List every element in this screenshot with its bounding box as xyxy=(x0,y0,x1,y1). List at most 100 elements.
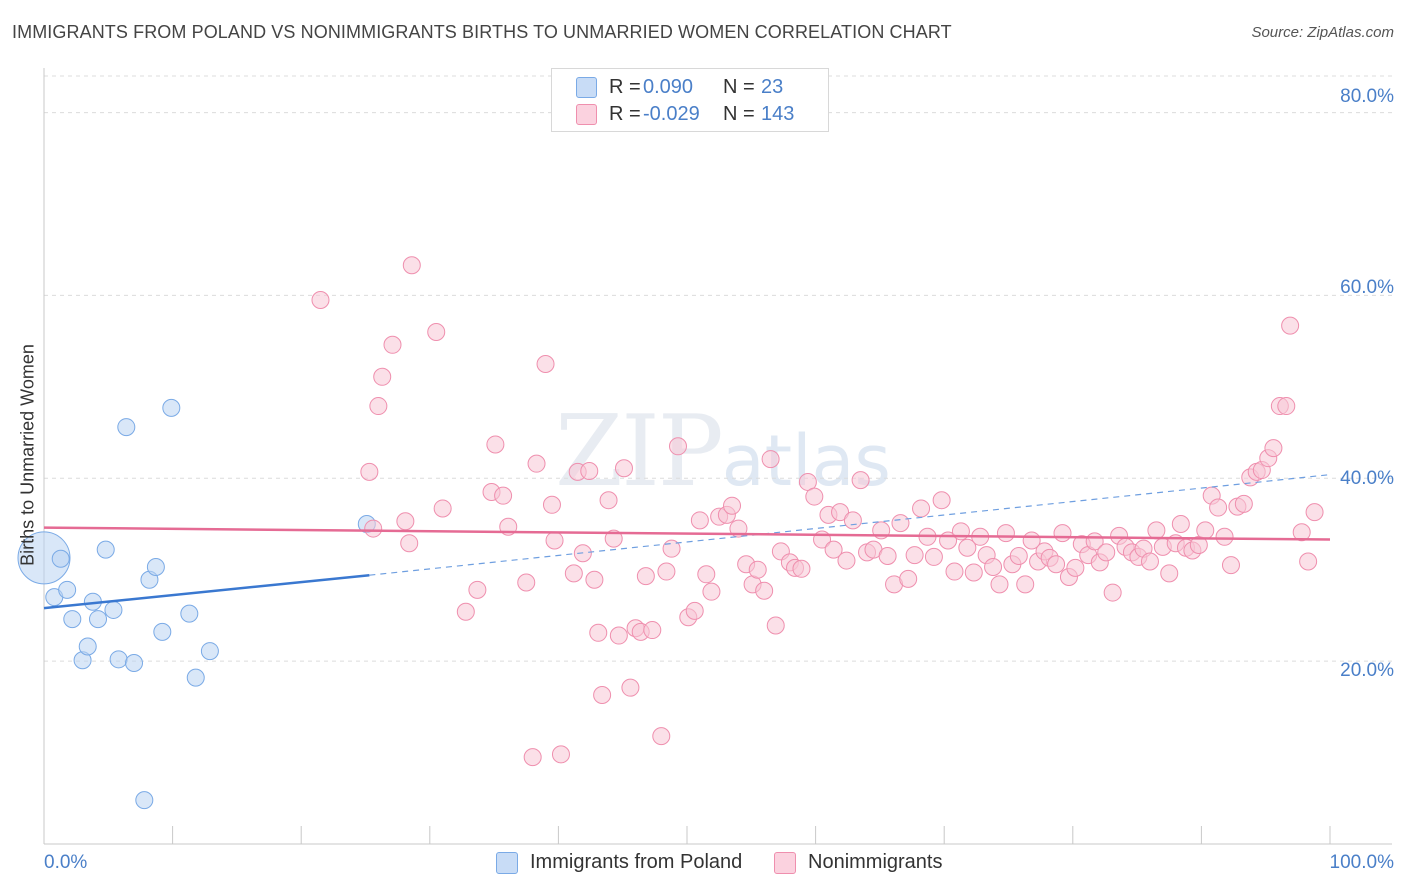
nonimmigrant-point xyxy=(1066,558,1085,577)
r-value: -0.029 xyxy=(643,102,700,125)
nonimmigrant-point xyxy=(1277,397,1296,416)
poland-point xyxy=(89,610,108,629)
poland-point xyxy=(162,398,181,417)
nonimmigrant-point xyxy=(593,685,612,704)
nonimmigrant-point xyxy=(456,602,475,621)
nonimmigrant-point xyxy=(360,462,379,481)
n-value: 23 xyxy=(761,75,784,98)
nonimmigrant-point xyxy=(1097,543,1116,562)
nonimmigrant-point xyxy=(604,529,623,548)
nonimmigrant-point xyxy=(427,323,446,341)
nonimmigrant-point xyxy=(1103,583,1122,602)
nonimmigrant-point xyxy=(945,562,964,581)
r-label: R = xyxy=(609,102,641,125)
nonimmigrant-point xyxy=(311,291,330,309)
n-label: N = xyxy=(723,75,755,98)
y-tick-label-20: 20.0% xyxy=(1340,660,1394,681)
nonimmigrant-point xyxy=(1292,523,1311,542)
y-tick-label-40: 40.0% xyxy=(1340,468,1394,489)
legend-swatch-poland xyxy=(496,851,518,874)
n-label: N = xyxy=(723,102,755,125)
nonimmigrant-point xyxy=(468,580,487,599)
nonimmigrant-point xyxy=(1147,521,1166,540)
nonimmigrant-point xyxy=(609,626,628,645)
watermark-zip: ZIP xyxy=(555,395,724,509)
nonimmigrant-point xyxy=(396,512,415,531)
series-legend: Immigrants from Poland Nonimmigrants xyxy=(0,851,1406,877)
legend-label-nonimmigrants: Nonimmigrants xyxy=(808,851,943,873)
nonimmigrant-point xyxy=(924,547,943,566)
nonimmigrant-point xyxy=(551,745,570,764)
nonimmigrant-point xyxy=(996,524,1015,543)
n-value: 143 xyxy=(761,102,795,125)
poland-trend-line xyxy=(43,573,370,610)
nonimmigrant-point xyxy=(1305,503,1324,522)
nonimmigrant-point xyxy=(1009,547,1028,565)
legend-item-poland[interactable]: Immigrants from Poland xyxy=(496,851,742,874)
legend-item-nonimmigrants[interactable]: Nonimmigrants xyxy=(774,851,942,874)
nonimmigrant-point xyxy=(1234,494,1253,513)
poland-point xyxy=(186,668,205,687)
nonimmigrant-point xyxy=(891,514,910,533)
poland-point xyxy=(51,549,70,568)
nonimmigrant-point xyxy=(580,461,599,480)
nonimmigrant-point xyxy=(1016,575,1035,594)
poland-trend-extension xyxy=(369,474,1331,576)
poland-point xyxy=(109,650,128,669)
nonimmigrant-point xyxy=(614,459,633,478)
r-value: 0.090 xyxy=(643,75,694,98)
r-label: R = xyxy=(609,75,641,98)
x-tick-label-min: 0.0% xyxy=(44,852,88,873)
nonimmigrant-point xyxy=(585,570,604,589)
nonimmigrant-point xyxy=(824,540,843,559)
poland-point xyxy=(125,653,144,672)
nonimmigrant-point xyxy=(1047,555,1066,574)
nonimmigrant-point xyxy=(702,582,721,601)
nonimmigrant-point xyxy=(527,454,546,473)
nonimmigrant-point xyxy=(517,573,536,592)
nonimmigrant-point xyxy=(755,581,774,600)
nonimmigrant-point xyxy=(564,564,583,583)
poland-point xyxy=(200,642,219,661)
nonimmigrant-point xyxy=(964,563,983,582)
poland-point xyxy=(104,600,123,619)
nonimmigrant-point xyxy=(1196,521,1215,540)
nonimmigrant-point xyxy=(545,531,564,550)
nonimmigrant-point xyxy=(685,601,704,620)
nonimmigrant-point xyxy=(1171,515,1190,533)
y-axis-label: Births to Unmarried Women xyxy=(17,344,38,566)
nonimmigrant-point xyxy=(1264,439,1283,458)
chart-title: IMMIGRANTS FROM POLAND VS NONIMMIGRANTS … xyxy=(12,22,952,42)
poland-point xyxy=(17,531,71,585)
poland-point xyxy=(146,557,165,576)
nonimmigrant-point xyxy=(766,616,785,635)
nonimmigrant-point xyxy=(1215,527,1234,546)
poland-swatch xyxy=(576,76,597,98)
nonimmigrant-point xyxy=(690,511,709,530)
nonimmigrant-point xyxy=(905,546,924,565)
stats-row-poland: R = 0.090 N = 23 xyxy=(576,75,783,99)
nonimmigrant-point xyxy=(400,534,419,553)
y-tick-label-60: 60.0% xyxy=(1340,277,1394,298)
nonimmigrant-point xyxy=(899,569,918,588)
nonimmigrant-point xyxy=(851,471,870,490)
nonimmigrant-point xyxy=(643,621,662,640)
source-label: Source: ZipAtlas.com xyxy=(1251,24,1394,41)
nonimmigrant-point xyxy=(536,355,555,373)
legend-label-poland: Immigrants from Poland xyxy=(530,851,743,873)
nonimmigrant-point xyxy=(831,503,850,522)
nonimmigrant-point xyxy=(984,557,1003,576)
poland-point xyxy=(135,791,154,810)
nonimmigrant-point xyxy=(1140,552,1159,571)
stats-row-nonimmigrants: R = -0.029 N = 143 xyxy=(576,102,794,126)
nonimmigrant-point xyxy=(843,511,862,530)
x-tick-label-max: 100.0% xyxy=(1329,852,1394,873)
nonimmigrant-point xyxy=(878,547,897,565)
nonimmigrant-point xyxy=(723,496,742,515)
stats-legend: R = 0.090 N = 23 R = -0.029 N = 143 xyxy=(551,68,829,132)
nonimmigrant-point xyxy=(402,256,421,275)
nonimmigrant-point xyxy=(912,499,931,518)
nonimmigrant-point xyxy=(697,565,716,584)
poland-point xyxy=(117,418,136,437)
